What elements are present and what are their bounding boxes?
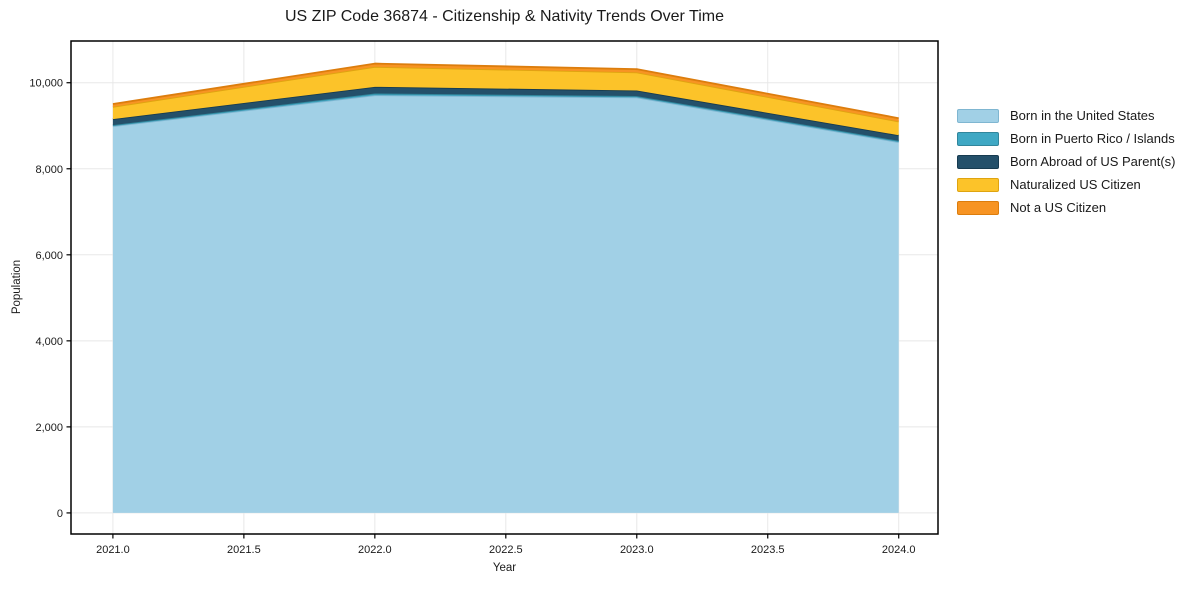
legend-swatch: [957, 200, 999, 215]
x-tick-label: 2021.0: [96, 544, 130, 556]
y-axis-label: Population: [11, 259, 23, 315]
area-series-0: [112, 95, 899, 513]
legend-swatch: [957, 131, 999, 146]
x-tick-label: 2022.5: [489, 544, 523, 556]
legend: Born in the United States Born in Puerto …: [957, 108, 1175, 215]
y-tick-label: 10,000: [29, 78, 63, 90]
legend-swatch: [957, 177, 999, 192]
x-tick-label: 2023.0: [620, 544, 654, 556]
y-tick-label: 4,000: [35, 336, 63, 348]
plot-border: [70, 40, 939, 535]
legend-item: Naturalized US Citizen: [957, 177, 1175, 192]
legend-label: Born in the United States: [1010, 108, 1155, 123]
legend-label: Not a US Citizen: [1010, 200, 1107, 215]
legend-item: Not a US Citizen: [957, 200, 1175, 215]
y-tick-label: 6,000: [35, 250, 63, 262]
legend-item: Born in the United States: [957, 108, 1175, 123]
x-tick-label: 2021.5: [227, 544, 261, 556]
area-series-3: [112, 66, 899, 136]
y-tick-label: 2,000: [35, 422, 63, 434]
x-axis-label: Year: [492, 562, 517, 574]
legend-swatch: [957, 154, 999, 169]
legend-item: Born in Puerto Rico / Islands: [957, 131, 1175, 146]
area-edge-series-4: [112, 62, 899, 120]
legend-label: Born Abroad of US Parent(s): [1010, 154, 1176, 169]
x-tick-label: 2022.0: [358, 544, 392, 556]
legend-label: Naturalized US Citizen: [1010, 177, 1141, 192]
legend-item: Born Abroad of US Parent(s): [957, 154, 1175, 169]
legend-swatch: [957, 108, 999, 123]
y-tick-label: 8,000: [35, 164, 63, 176]
x-tick-label: 2024.0: [882, 544, 916, 556]
x-tick-label: 2023.5: [751, 544, 785, 556]
y-tick-label: 0: [57, 508, 63, 520]
legend-label: Born in Puerto Rico / Islands: [1010, 131, 1175, 146]
chart-title: US ZIP Code 36874 - Citizenship & Nativi…: [285, 8, 724, 25]
area-series-2: [112, 86, 899, 141]
